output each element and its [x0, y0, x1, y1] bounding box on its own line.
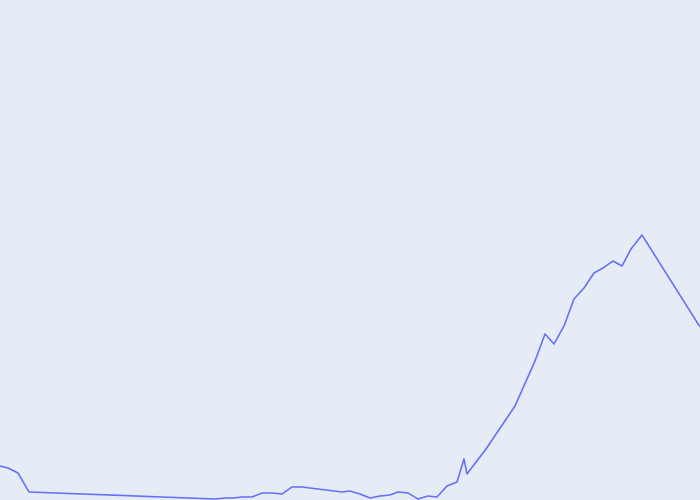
series-layer	[0, 234, 700, 500]
series-line-0	[0, 234, 700, 500]
